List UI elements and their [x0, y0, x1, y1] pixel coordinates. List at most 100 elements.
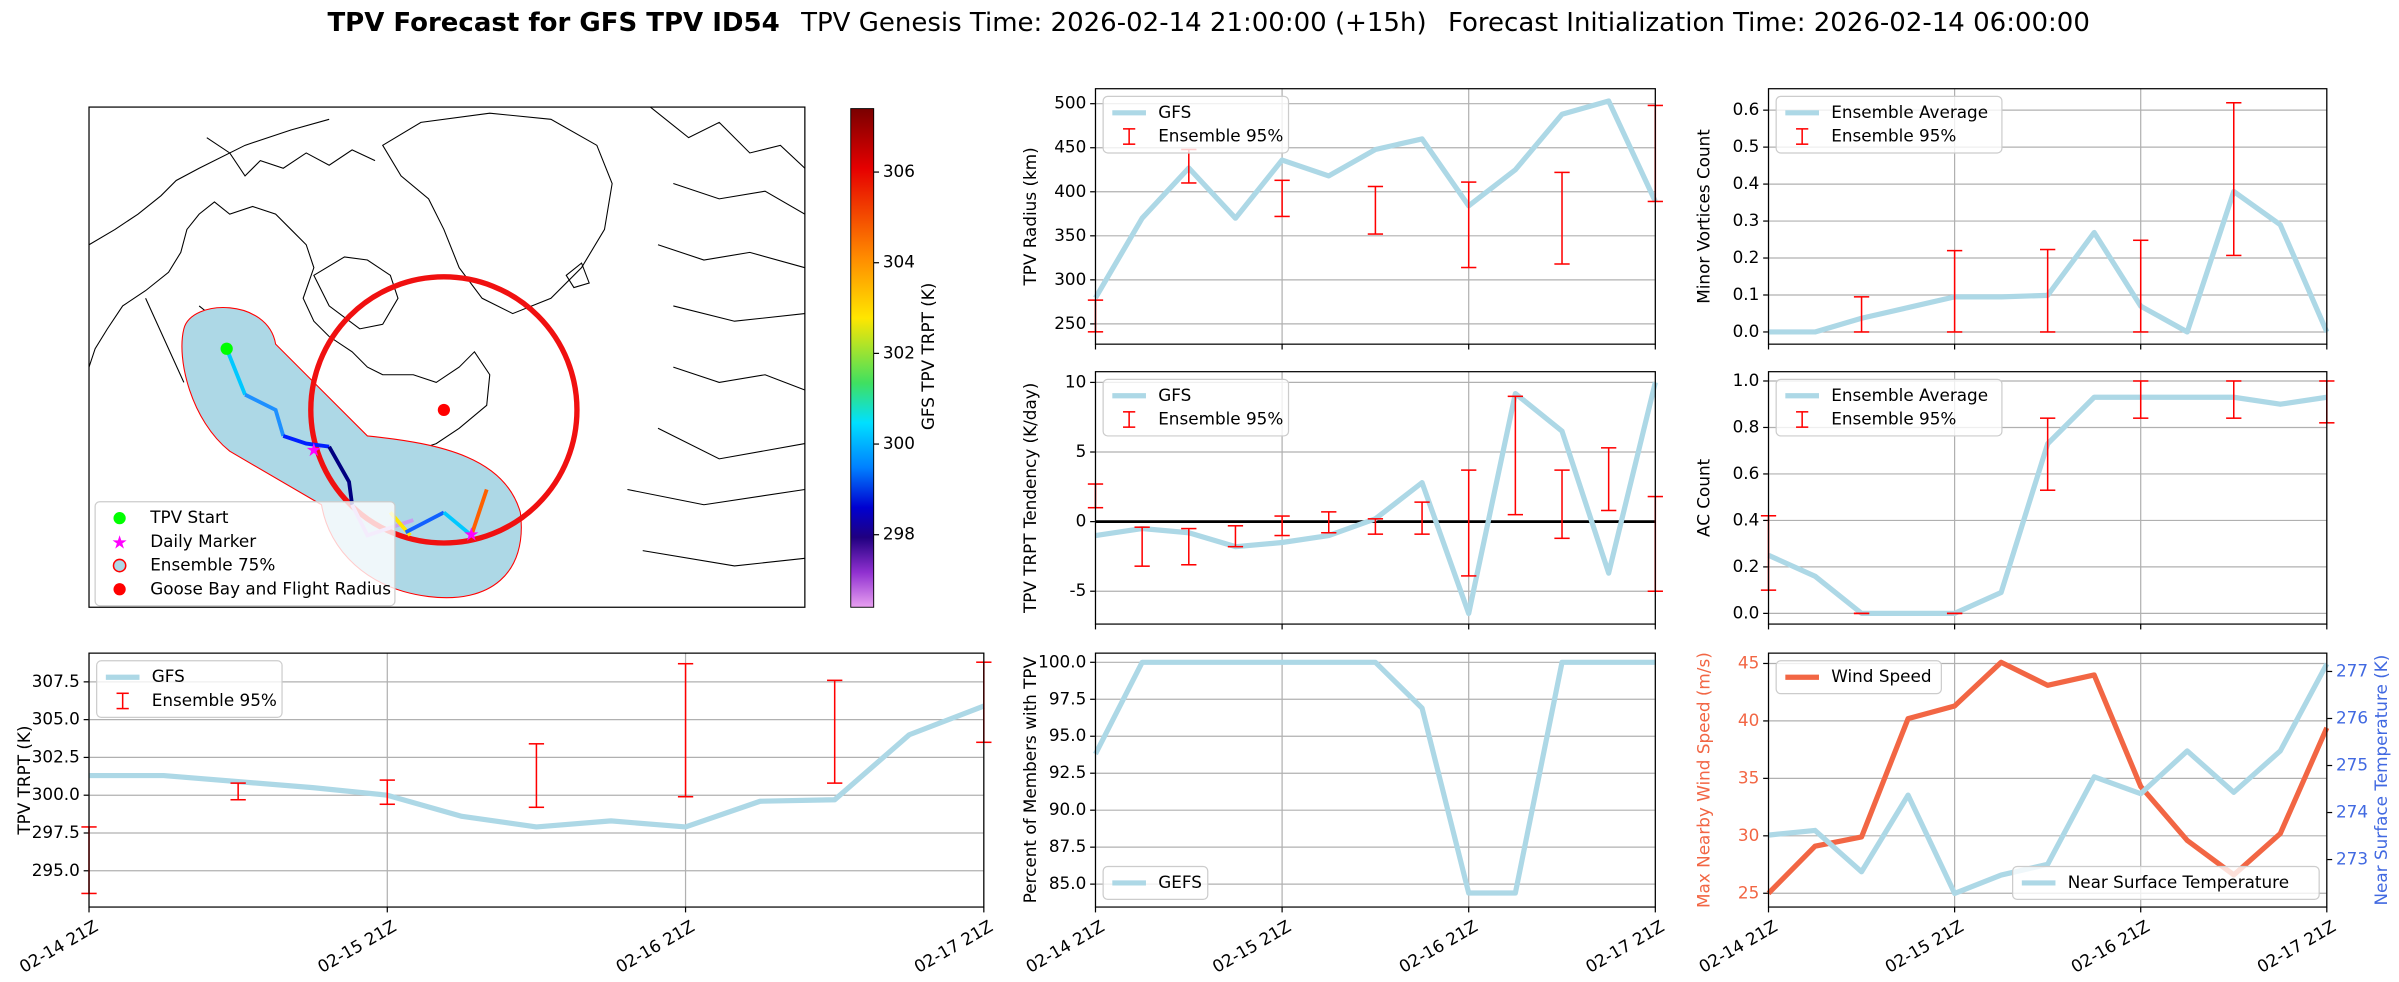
colorbar-label: GFS TPV TRPT (K) — [918, 283, 938, 431]
y-tick-label: 5 — [1076, 441, 1087, 461]
legend — [2012, 865, 2320, 901]
chart-panel: 0.0 0.1 0.2 0.3 0.4 0.5 0.6 Minor Vortices Coun… — [1693, 88, 2330, 350]
y-axis-label: Percent of Members with TPV — [1020, 656, 1040, 903]
axes-frame — [1094, 652, 1656, 908]
map-legend — [94, 501, 396, 607]
legend-label: Ensemble 95% — [1831, 126, 1956, 146]
legend-label: Near Surface Temperature — [2068, 872, 2289, 892]
y-tick-label: 0.6 — [1733, 463, 1760, 483]
legend — [1102, 378, 1290, 437]
goose-bay — [437, 403, 450, 417]
y-tick-label: 302.5 — [32, 746, 80, 766]
tpv-start — [220, 342, 233, 355]
y-tick-label: 0.4 — [1733, 173, 1760, 193]
y-tick-label: 0.1 — [1733, 284, 1760, 304]
x-tick-label: 02-14 21Z — [1695, 916, 1780, 977]
y-tick-label: 0.3 — [1733, 210, 1760, 230]
y2-tick-label: 276 — [2336, 707, 2368, 727]
y-tick-label: 300.0 — [32, 784, 80, 804]
y-tick-label: 0.2 — [1733, 247, 1760, 267]
y-tick-label: 0.0 — [1733, 321, 1760, 341]
x-tick-label: 02-15 21Z — [1209, 916, 1294, 977]
series-line — [89, 703, 985, 830]
series-line — [1768, 662, 2330, 897]
y-tick-label: 10 — [1065, 371, 1086, 391]
y-tick-label: 92.5 — [1049, 762, 1086, 782]
figure-title: TPV Forecast for GFS TPV ID54 TPV Genesis… — [327, 7, 2089, 37]
chart-panel: 85.0 87.5 90.0 92.5 95.0 97.5 100.0 02-14 21Z 02… — [1020, 651, 1667, 976]
ensemble-area — [181, 307, 522, 599]
y2-tick-label: 274 — [2336, 802, 2368, 822]
x-tick-label: 02-15 21Z — [1881, 916, 1966, 977]
colorbar-tick-label: 300 — [883, 433, 915, 453]
chart-panel: 25 30 35 40 45 273 274 275 276 277 02-14 21Z 02-15 … — [1693, 652, 2391, 977]
legend-marker — [113, 512, 126, 525]
legend-label: Ensemble 95% — [1831, 408, 1956, 428]
x-tick-label: 02-14 21Z — [1022, 916, 1107, 977]
axes-frame — [88, 652, 985, 908]
legend — [1775, 95, 2003, 154]
y-tick-label: 250 — [1054, 313, 1086, 333]
legend-marker: ★ — [111, 532, 127, 553]
legend-label: GFS — [1158, 385, 1191, 405]
x-tick-label: 02-16 21Z — [612, 916, 697, 977]
y-tick-label: 500 — [1054, 93, 1086, 113]
legend — [1775, 660, 1942, 695]
y-tick-label: 300 — [1054, 269, 1086, 289]
y-axis-label: TPV TRPT Tendency (K/day) — [1020, 383, 1040, 614]
y-tick-label: 97.5 — [1049, 688, 1086, 708]
daily-marker: ★ — [463, 524, 479, 545]
legend-label: GFS — [1158, 102, 1191, 122]
y-tick-label: 0.6 — [1733, 99, 1760, 119]
legend — [1775, 378, 2003, 437]
colorbar-tick-label: 302 — [883, 342, 915, 362]
axes-frame — [1767, 88, 2328, 345]
y-tick-label: 0.0 — [1733, 602, 1760, 622]
y-tick-label: 100.0 — [1038, 651, 1086, 671]
title-genesis: TPV Genesis Time: 2026-02-14 21:00:00 (+… — [800, 7, 1426, 37]
legend-label: Ensemble 95% — [1158, 408, 1283, 428]
axes-frame — [1094, 371, 1656, 625]
y-tick-label: 0.2 — [1733, 556, 1760, 576]
y-tick-label: 90.0 — [1049, 799, 1086, 819]
y-tick-label: 305.0 — [32, 709, 80, 729]
legend-marker — [112, 558, 127, 573]
colorbar-tick-label: 306 — [883, 161, 915, 181]
legend-label: TPV Start — [149, 507, 229, 527]
y-axis-label: Minor Vortices Count — [1693, 129, 1713, 304]
axes-frame — [1094, 88, 1656, 345]
colorbar-tick-label: 298 — [883, 524, 915, 544]
y2-tick-label: 273 — [2336, 849, 2368, 869]
chart-panel: 0.0 0.2 0.4 0.6 0.8 1.0 AC Count Ensemble Avera… — [1693, 370, 2335, 630]
y-tick-label: 85.0 — [1049, 873, 1086, 893]
x-tick-label: 02-17 21Z — [1582, 916, 1667, 977]
y-axis-label: Max Nearby Wind Speed (m/s) — [1693, 652, 1713, 908]
x-tick-label: 02-15 21Z — [314, 916, 399, 977]
y-tick-label: 350 — [1054, 225, 1086, 245]
y-tick-label: 450 — [1054, 137, 1086, 157]
x-tick-label: 02-16 21Z — [1395, 916, 1480, 977]
axes-frame — [1767, 652, 2328, 908]
y-tick-label: 297.5 — [32, 822, 80, 842]
legend-label: Goose Bay and Flight Radius — [150, 578, 391, 598]
legend-label: GEFS — [1158, 872, 1202, 892]
y2-tick-label: 277 — [2336, 660, 2368, 680]
y-tick-label: 400 — [1054, 181, 1086, 201]
x-tick-label: 02-17 21Z — [911, 916, 996, 977]
title-init: Forecast Initialization Time: 2026-02-14… — [1448, 7, 2090, 37]
y-tick-label: 30 — [1738, 825, 1759, 845]
y-axis-label: TPV Radius (km) — [1020, 147, 1040, 286]
y-tick-label: 0.8 — [1733, 416, 1760, 436]
x-tick-label: 02-14 21Z — [16, 916, 101, 977]
y-axis-label: AC Count — [1693, 458, 1713, 537]
legend-marker — [113, 583, 126, 596]
legend-label: Ensemble 75% — [150, 555, 275, 575]
x-tick-label: 02-17 21Z — [2254, 916, 2339, 977]
y2-tick-label: 275 — [2336, 755, 2368, 775]
legend — [1102, 865, 1209, 901]
legend-label: GFS — [152, 666, 185, 686]
y-tick-label: 40 — [1738, 710, 1759, 730]
title-main: TPV Forecast for GFS TPV ID54 — [327, 7, 779, 37]
flight-radius — [308, 274, 580, 546]
